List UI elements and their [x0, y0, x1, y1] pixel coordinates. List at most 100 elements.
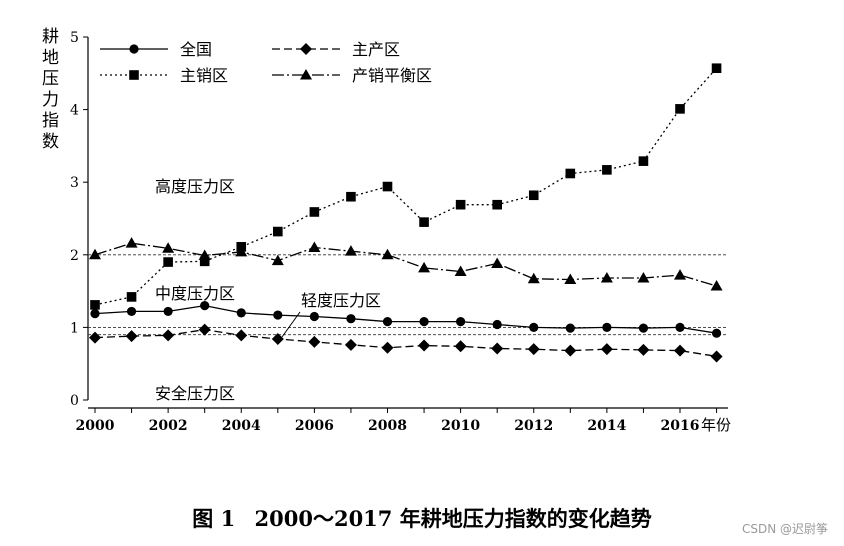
data-point [527, 272, 540, 284]
x-tick-label: 2016 [661, 418, 700, 434]
data-point [710, 350, 723, 363]
chart: 0 1 2 3 4 5 2000 2002 2004 2006 2008 2010 2012 2014 20… [42, 27, 731, 434]
data-point [200, 301, 210, 311]
y-tick-label: 1 [70, 320, 79, 336]
legend-label: 主产区 [352, 40, 400, 59]
data-point [602, 165, 612, 175]
data-point [162, 329, 175, 342]
annotation-high: 高度压力区 [155, 177, 235, 196]
data-point [125, 330, 138, 343]
data-point [454, 340, 467, 353]
data-point [455, 199, 466, 210]
y-axis-label: 力 [42, 90, 59, 110]
data-point [564, 344, 577, 357]
data-point [600, 272, 613, 283]
y-tick-label: 0 [70, 393, 79, 409]
x-tick-label: 2000 [76, 418, 115, 434]
series-line [94, 242, 717, 287]
data-point [565, 168, 576, 179]
x-tick-label: 2004 [222, 418, 261, 434]
figure-label: 图 1 [192, 506, 236, 531]
data-point [675, 104, 685, 114]
x-tick-label: 2008 [368, 418, 407, 434]
data-point [711, 63, 722, 74]
x-tick-label: 2002 [149, 418, 188, 434]
data-point [271, 333, 284, 346]
watermark: CSDN @迟尉筝 [741, 522, 828, 536]
data-point [271, 254, 284, 266]
data-point [711, 328, 722, 338]
data-point [163, 306, 173, 317]
data-point [381, 341, 394, 354]
data-point [309, 311, 319, 322]
data-point [235, 245, 248, 257]
y-tick-label: 3 [70, 175, 79, 191]
data-point [565, 323, 575, 333]
data-point [126, 292, 137, 302]
x-tick-label: 2010 [441, 418, 480, 434]
data-point [492, 199, 502, 210]
data-point [162, 242, 175, 253]
x-tick-label: 2012 [514, 418, 553, 434]
data-point [674, 269, 686, 280]
y-axis-label: 耕 [42, 27, 59, 47]
data-point [382, 181, 393, 192]
data-point [528, 190, 539, 201]
y-axis-label: 数 [42, 132, 59, 152]
data-point [418, 339, 431, 352]
y-axis-label: 压 [42, 69, 59, 89]
x-axis-label: 年份 [701, 416, 731, 434]
data-point [600, 343, 613, 356]
data-point [344, 245, 357, 256]
data-point [198, 323, 211, 336]
data-point [456, 316, 466, 327]
y-tick-label: 2 [70, 248, 79, 264]
data-point [89, 248, 101, 260]
legend-label: 主销区 [180, 66, 228, 85]
data-point [126, 306, 137, 317]
x-tick-label: 2006 [295, 418, 334, 434]
data-point [273, 226, 283, 237]
data-point [529, 322, 539, 332]
data-point [454, 265, 467, 276]
data-point [491, 342, 504, 355]
y-axis-label: 指 [42, 111, 59, 131]
data-point [344, 338, 357, 351]
data-point [300, 69, 312, 80]
data-point [674, 344, 686, 357]
y-axis-label: 地 [42, 48, 59, 68]
series-line [94, 304, 717, 334]
data-point [90, 300, 100, 310]
series-line [94, 328, 717, 358]
data-point [382, 316, 393, 327]
data-point [419, 316, 429, 327]
data-point [308, 335, 321, 348]
data-point [491, 257, 504, 269]
data-point [638, 156, 649, 166]
data-point [89, 331, 101, 344]
data-point [125, 237, 138, 248]
data-point [492, 319, 502, 330]
data-point [637, 272, 650, 283]
data-point [710, 280, 723, 291]
data-point [300, 43, 312, 55]
data-point [638, 323, 649, 333]
data-point [527, 343, 540, 356]
annotation-light: 轻度压力区 [301, 291, 381, 310]
data-point [199, 256, 210, 267]
data-point [346, 314, 356, 324]
annotation-safe: 安全压力区 [155, 384, 235, 403]
data-point [198, 249, 211, 261]
x-tick-label: 2014 [587, 418, 626, 434]
data-point [602, 322, 612, 332]
legend-label: 产销平衡区 [352, 66, 432, 85]
annotation-medium: 中度压力区 [155, 284, 235, 303]
figure-title: 2000～2017 年耕地压力指数的变化趋势 [254, 506, 652, 531]
legend-label: 全国 [180, 40, 212, 59]
data-point [129, 44, 139, 54]
data-point [90, 309, 100, 319]
data-point [235, 329, 248, 342]
data-point [273, 310, 283, 320]
data-point [309, 207, 320, 217]
y-tick-label: 4 [70, 103, 79, 119]
